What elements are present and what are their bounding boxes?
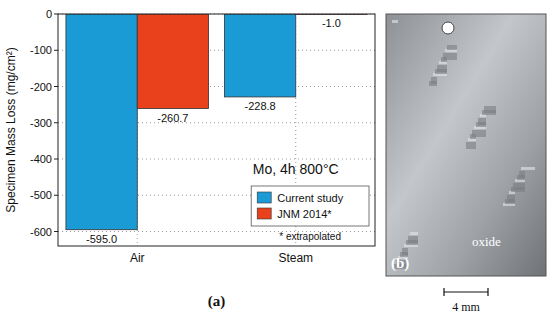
photo-texture (392, 20, 398, 23)
legend-swatch (257, 208, 271, 219)
y-tick (54, 122, 58, 123)
plot-frame (58, 14, 375, 246)
scale-bar (444, 291, 488, 292)
y-tick-label: -300 (30, 117, 52, 129)
root: -600 -500 -400 -300 -200 -100 0 Specimen Mass L… (0, 0, 560, 320)
y-tick-label: -100 (30, 44, 52, 56)
photo-texture (402, 248, 408, 255)
panel-label: (a) (208, 293, 226, 310)
y-tick (54, 195, 58, 196)
photo (386, 14, 546, 276)
y-tick-label: -500 (30, 189, 52, 201)
y-tick (54, 14, 58, 15)
photo-texture (521, 167, 535, 170)
y-tick (54, 86, 58, 87)
y-tick (54, 50, 58, 51)
y-tick-label: -200 (30, 81, 52, 93)
scale-bar-end (487, 288, 488, 296)
bars (66, 14, 367, 230)
photo-texture (478, 118, 486, 125)
data-label: -260.7 (157, 112, 188, 124)
x-tick-label: Steam (278, 251, 313, 265)
photo-texture (410, 232, 418, 235)
photo-texture (507, 195, 515, 202)
photo-texture (447, 45, 457, 50)
photo-texture (513, 183, 525, 190)
y-tick (54, 231, 58, 232)
data-label: -1.0 (322, 17, 341, 29)
photo-texture (466, 142, 476, 149)
legend-label: JNM 2014* (277, 208, 332, 220)
bar (224, 14, 295, 97)
data-label: -228.8 (244, 100, 275, 112)
bar (137, 14, 208, 109)
y-tick-label: -600 (30, 226, 52, 238)
y-axis-title: Specimen Mass Loss (mg/cm²) (4, 47, 18, 212)
annotation: * extrapolated (279, 231, 341, 242)
y-tick-label: -400 (30, 153, 52, 165)
photo-texture (443, 53, 457, 60)
scale-bar-label: 4 mm (452, 300, 480, 314)
scale-bar-end (443, 288, 444, 296)
photo-hole (442, 22, 454, 34)
photo-texture (484, 106, 496, 113)
photo-texture (437, 65, 447, 72)
chart-title: Mo, 4h 800°C (253, 161, 339, 177)
legend-swatch (257, 192, 271, 203)
x-tick-label: Air (130, 251, 145, 265)
photo-label: (b) (391, 255, 409, 272)
photo-texture (408, 236, 418, 243)
y-tick (54, 159, 58, 160)
data-label: -595.0 (86, 233, 117, 245)
photo-texture (519, 171, 525, 178)
legend-box (251, 186, 369, 226)
bar (66, 14, 137, 230)
y-tick-label: 0 (46, 8, 52, 20)
legend-label: Current study (277, 192, 344, 204)
photo-texture (472, 130, 486, 137)
photo-texture (431, 77, 437, 84)
chart: -600 -500 -400 -300 -200 -100 0 Specimen Mass L… (0, 0, 560, 320)
photo-annotation: oxide (472, 234, 501, 249)
